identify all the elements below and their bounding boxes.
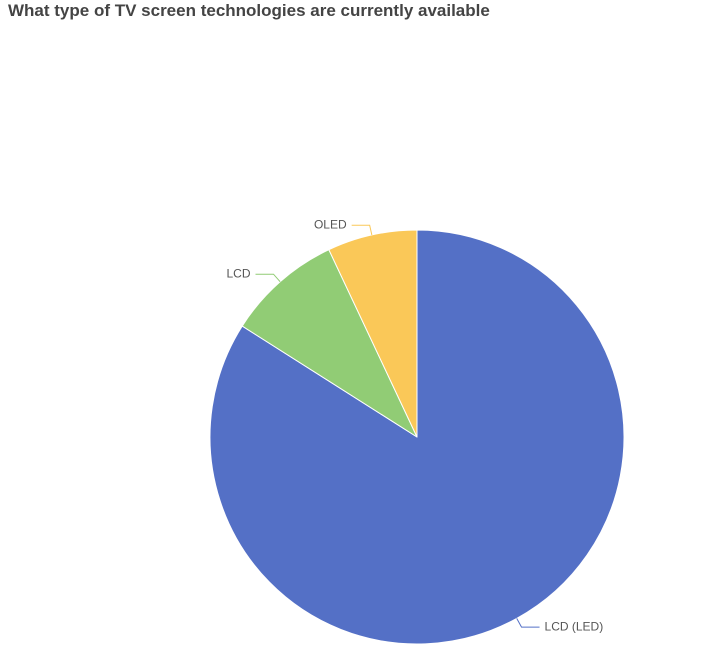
leader-line-lcd-led: [516, 618, 540, 628]
pie-labels: LCD (LED) LCD OLED: [226, 217, 603, 633]
pie-slices: [209, 229, 625, 645]
slice-label-lcd-led: LCD (LED): [545, 619, 604, 633]
leader-line-lcd: [255, 273, 281, 283]
slice-label-lcd: LCD: [226, 266, 250, 280]
slice-label-oled: OLED: [314, 217, 347, 231]
chart-title: What type of TV screen technologies are …: [8, 1, 490, 20]
leader-line-oled: [351, 224, 373, 236]
